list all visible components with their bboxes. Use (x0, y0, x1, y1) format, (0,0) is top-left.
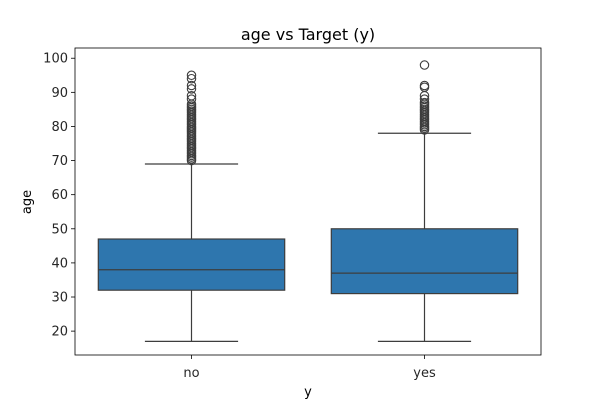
plot-frame (74, 47, 542, 356)
box-yes (330, 60, 519, 342)
box-no (97, 70, 286, 342)
y-tick-label: 60 (51, 188, 68, 203)
outlier-point (186, 73, 197, 84)
y-tick-label: 40 (51, 256, 68, 271)
chart-title: age vs Target (y) (241, 25, 375, 44)
y-tick-label: 30 (51, 291, 68, 306)
x-tick-label-yes: yes (413, 366, 436, 381)
y-tick-label: 90 (51, 86, 68, 101)
y-tick-label: 50 (51, 222, 68, 237)
outlier-point (186, 70, 197, 81)
outlier-point (186, 80, 197, 91)
outlier-point (186, 84, 197, 94)
x-axis-label: y (304, 385, 312, 400)
outlier-point (419, 97, 430, 108)
outlier-point (419, 80, 430, 91)
x-axis: no yes (183, 355, 436, 381)
outlier-point (186, 91, 197, 101)
outlier-point (419, 60, 430, 70)
outlier-point (419, 94, 430, 104)
x-tick-label-no: no (183, 366, 199, 381)
iqr-box (97, 238, 286, 291)
y-tick-label: 80 (51, 120, 68, 135)
y-tick-label: 100 (43, 52, 68, 67)
y-tick-label: 20 (51, 325, 68, 340)
plot-area (97, 60, 519, 342)
outlier-point (186, 94, 197, 104)
y-axis: 20 30 40 50 60 70 80 90 100 (43, 52, 75, 340)
iqr-box (330, 228, 519, 295)
y-tick-label: 70 (51, 154, 68, 169)
y-axis-label: age (20, 190, 35, 214)
